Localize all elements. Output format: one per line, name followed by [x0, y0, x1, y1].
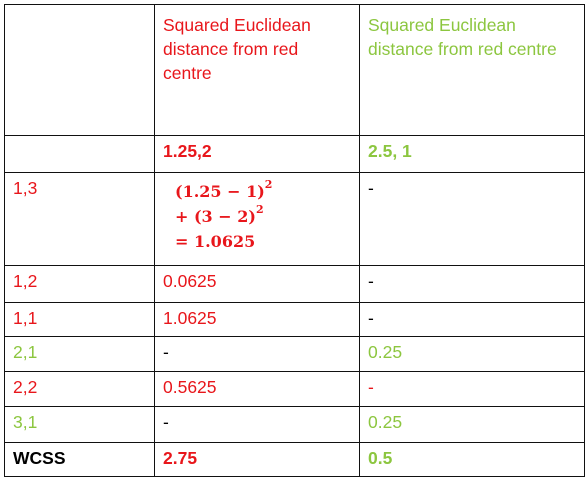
green-wcss-value: 0.5: [359, 442, 585, 477]
formula-line-3: = 1.0625: [175, 232, 256, 251]
red-distance-value: 0.0625: [154, 265, 360, 303]
green-distance-header: Squared Euclidean distance from red cent…: [359, 4, 585, 136]
centres-blank-cell: [4, 135, 155, 173]
green-distance-value: 0.25: [359, 406, 585, 443]
point-label: 2,1: [4, 336, 155, 372]
table-row: 1,2 0.0625 -: [4, 265, 585, 303]
green-centre-value: 2.5, 1: [359, 135, 585, 173]
red-distance-value: 1.0625: [154, 302, 360, 337]
formula-line-1: (1.25 − 1)2: [175, 177, 273, 201]
table-row: 3,1 - 0.25: [4, 406, 585, 443]
header-blank-cell: [4, 4, 155, 136]
green-distance-value: -: [359, 302, 585, 337]
table-row: 1,3 (1.25 − 1)2 + (3 − 2)2 = 1.0625 -: [4, 172, 585, 266]
green-distance-value: 0.25: [359, 336, 585, 372]
header-row: Squared Euclidean distance from red cent…: [4, 4, 585, 136]
green-distance-value: -: [359, 172, 585, 266]
centres-row: 1.25,2 2.5, 1: [4, 135, 585, 173]
red-centre-value: 1.25,2: [154, 135, 360, 173]
red-distance-value: 0.5625: [154, 371, 360, 407]
green-distance-value: -: [359, 265, 585, 303]
red-distance-value: -: [154, 406, 360, 443]
wcss-row: WCSS 2.75 0.5: [4, 442, 585, 477]
table-row: 1,1 1.0625 -: [4, 302, 585, 337]
point-label: 1,1: [4, 302, 155, 337]
point-label: 3,1: [4, 406, 155, 443]
wcss-table: Squared Euclidean distance from red cent…: [4, 4, 585, 477]
point-label: 1,3: [4, 172, 155, 266]
red-distance-value: -: [154, 336, 360, 372]
table-row: 2,2 0.5625 -: [4, 371, 585, 407]
point-label: 2,2: [4, 371, 155, 407]
red-distance-header: Squared Euclidean distance from red cent…: [154, 4, 360, 136]
red-wcss-value: 2.75: [154, 442, 360, 477]
wcss-label: WCSS: [4, 442, 155, 477]
point-label: 1,2: [4, 265, 155, 303]
formula-line-2: + (3 − 2)2: [175, 202, 264, 226]
red-distance-formula: (1.25 − 1)2 + (3 − 2)2 = 1.0625: [154, 172, 360, 266]
table-row: 2,1 - 0.25: [4, 336, 585, 372]
green-distance-value: -: [359, 371, 585, 407]
